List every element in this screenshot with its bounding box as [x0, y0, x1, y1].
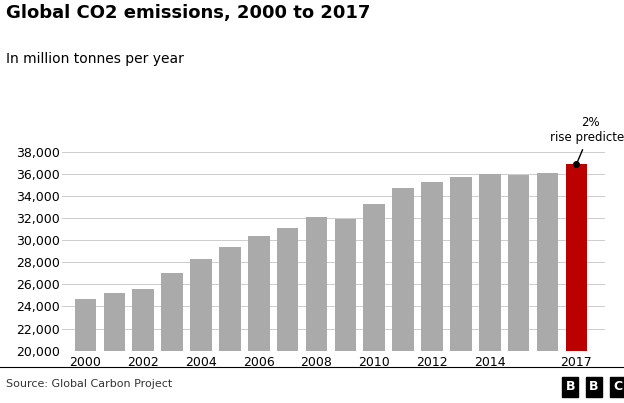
Bar — [219, 247, 241, 403]
Text: Source: Global Carbon Project: Source: Global Carbon Project — [6, 379, 172, 389]
Bar — [334, 219, 356, 403]
Bar — [306, 217, 328, 403]
Bar — [450, 177, 472, 403]
Bar — [277, 228, 298, 403]
Text: Global CO2 emissions, 2000 to 2017: Global CO2 emissions, 2000 to 2017 — [6, 4, 371, 22]
Bar — [161, 273, 183, 403]
Text: C: C — [613, 380, 622, 393]
Bar — [421, 182, 443, 403]
Bar — [104, 293, 125, 403]
Bar — [248, 236, 270, 403]
Text: 2%
rise predicted: 2% rise predicted — [550, 116, 624, 162]
Bar — [565, 164, 587, 403]
Bar — [392, 189, 414, 403]
Text: In million tonnes per year: In million tonnes per year — [6, 52, 184, 66]
Text: B: B — [589, 380, 599, 393]
Text: B: B — [565, 380, 575, 393]
Bar — [537, 173, 558, 403]
Bar — [75, 299, 96, 403]
Bar — [190, 259, 212, 403]
Bar — [363, 204, 385, 403]
Bar — [479, 174, 500, 403]
Bar — [508, 174, 530, 403]
Bar — [132, 289, 154, 403]
